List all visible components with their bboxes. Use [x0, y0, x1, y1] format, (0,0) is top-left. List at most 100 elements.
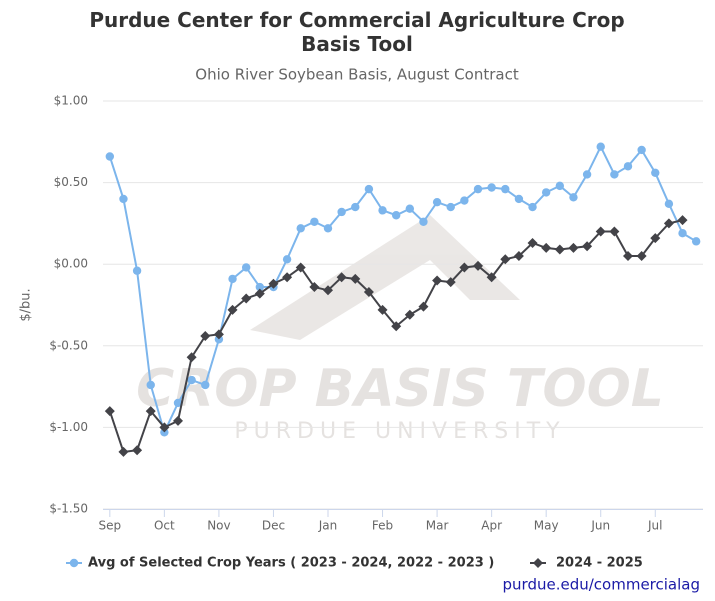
- y-tick-label: $1.00: [54, 94, 88, 108]
- data-point: [487, 183, 496, 192]
- y-tick-label: $-1.00: [49, 420, 88, 434]
- data-point: [228, 274, 237, 284]
- chart-title: Purdue Center for Commercial Agriculture…: [89, 8, 625, 56]
- data-point: [350, 273, 361, 284]
- data-point: [486, 272, 497, 283]
- data-point: [351, 202, 360, 212]
- data-point: [404, 309, 415, 320]
- legend-label: Avg of Selected Crop Years ( 2023 - 2024…: [88, 556, 494, 571]
- x-tick-label: Mar: [426, 519, 449, 533]
- data-point: [691, 237, 701, 246]
- data-point: [282, 272, 293, 283]
- data-point: [541, 188, 551, 197]
- x-tick-label: Feb: [372, 519, 393, 533]
- data-point: [569, 193, 578, 202]
- data-point: [200, 331, 211, 342]
- y-axis-label: $/bu.: [19, 288, 34, 321]
- data-point: [323, 285, 333, 296]
- data-point: [677, 215, 688, 226]
- x-tick-label: Jan: [318, 519, 338, 533]
- data-point: [364, 184, 374, 194]
- data-point: [118, 446, 129, 457]
- data-point: [227, 304, 238, 315]
- data-point: [323, 224, 333, 233]
- x-tick-label: Dec: [262, 519, 285, 533]
- data-point: [391, 211, 401, 220]
- y-tick-label: $-1.50: [49, 502, 88, 516]
- y-tick-label: $0.00: [54, 257, 88, 271]
- data-point: [377, 304, 388, 315]
- data-point: [241, 293, 252, 304]
- data-point: [336, 272, 347, 283]
- watermark-shape: [250, 215, 520, 340]
- data-point: [432, 197, 442, 207]
- data-point: [419, 217, 428, 226]
- data-point: [173, 415, 183, 426]
- data-point: [473, 184, 483, 194]
- legend-symbol: [69, 558, 79, 568]
- data-point: [186, 352, 197, 363]
- data-point: [609, 226, 620, 237]
- x-tick-label: May: [534, 519, 559, 533]
- x-tick-label: Jul: [647, 519, 662, 533]
- watermark-subtext: PURDUE UNIVERSITY: [234, 419, 565, 444]
- data-point: [418, 301, 429, 312]
- data-point: [446, 202, 455, 212]
- data-point: [445, 277, 456, 288]
- data-point: [201, 380, 210, 390]
- watermark: CROP BASIS TOOL PURDUE UNIVERSITY: [136, 215, 664, 444]
- data-point: [104, 406, 115, 417]
- y-tick-label: $-0.50: [49, 338, 88, 352]
- data-point: [637, 145, 646, 155]
- data-point: [650, 233, 661, 244]
- series: [105, 142, 701, 437]
- data-point: [241, 263, 251, 272]
- legend-label: 2024 - 2025: [556, 556, 643, 571]
- data-point: [527, 237, 538, 248]
- data-point: [282, 255, 292, 264]
- data-point: [145, 406, 156, 417]
- data-point: [664, 199, 674, 209]
- data-point: [159, 422, 170, 433]
- data-point: [254, 288, 265, 299]
- data-point: [528, 202, 537, 212]
- data-point: [678, 228, 687, 238]
- data-point: [582, 241, 593, 252]
- data-point: [514, 194, 524, 204]
- data-point: [636, 251, 647, 262]
- data-point: [173, 398, 183, 408]
- data-point: [378, 206, 387, 215]
- data-point: [268, 278, 279, 289]
- data-point: [595, 226, 606, 237]
- data-point: [623, 162, 633, 171]
- data-point: [295, 262, 306, 273]
- data-point: [132, 445, 143, 456]
- x-tick-label: Sep: [99, 519, 122, 533]
- data-point: [501, 184, 510, 194]
- data-point: [651, 168, 660, 178]
- data-point: [663, 218, 674, 229]
- x-tick-label: Oct: [154, 519, 175, 533]
- data-point: [213, 329, 224, 340]
- data-point: [132, 266, 142, 275]
- data-point: [500, 254, 511, 265]
- data-point: [146, 380, 155, 390]
- data-point: [541, 242, 552, 253]
- data-point: [582, 170, 592, 179]
- data-point: [473, 260, 483, 271]
- y-tick-label: $0.50: [54, 175, 88, 189]
- data-point: [309, 282, 320, 293]
- data-point: [610, 170, 619, 179]
- data-point: [391, 321, 402, 332]
- data-point: [513, 251, 524, 262]
- data-point: [337, 207, 346, 217]
- data-point: [623, 251, 633, 262]
- data-point: [255, 282, 265, 292]
- data-point: [459, 262, 470, 273]
- chart-subtitle: Ohio River Soybean Basis, August Contrac…: [195, 66, 519, 84]
- data-point: [596, 142, 605, 151]
- x-tick-label: Apr: [481, 519, 502, 533]
- series-line: [108, 144, 697, 436]
